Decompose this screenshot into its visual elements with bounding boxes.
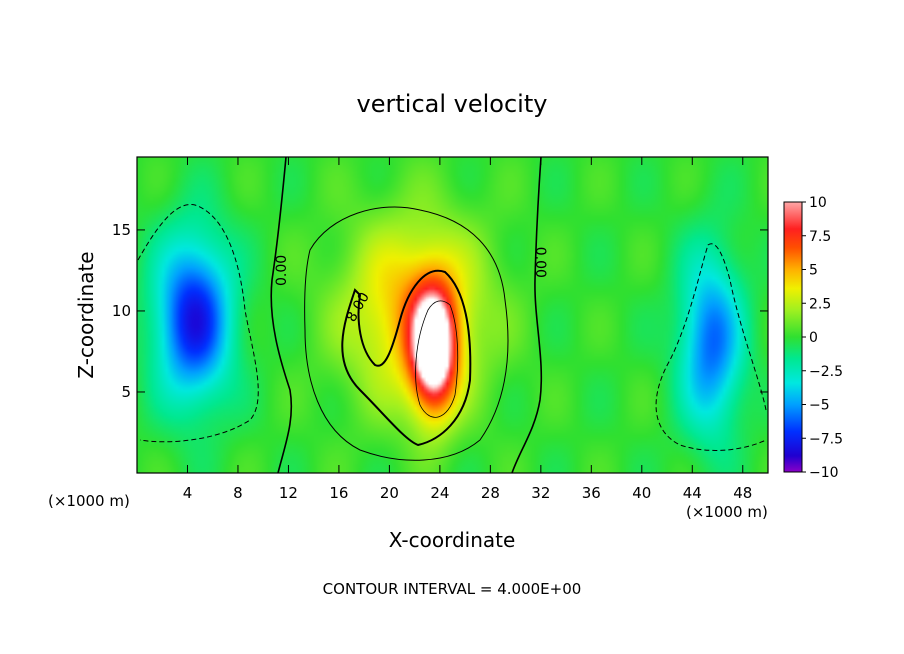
y-axis-label: Z-coordinate: [74, 251, 98, 378]
contour-8-ring: [341, 269, 472, 447]
x-axis-label: X-coordinate: [389, 528, 516, 552]
x-tick-label: 48: [733, 484, 752, 502]
contour-neg-left: [137, 204, 259, 443]
contour-zero-left: [270, 156, 293, 474]
chart-title: vertical velocity: [357, 90, 548, 118]
x-tick-label: 36: [582, 484, 601, 502]
heatmap-field: [137, 157, 768, 473]
x-tick-label: 24: [430, 484, 449, 502]
contour-zero-right: [511, 156, 543, 474]
x-unit-right: (×1000 m): [686, 503, 768, 521]
colorbar-tick-label: 10: [809, 195, 827, 211]
plot-area: 0.008.000.00 4 8 12 16 20 24 28 32 36 40 44 48 5101…: [112, 156, 769, 502]
colorbar-tick-label: −7.5: [809, 431, 843, 447]
plot-frame: [136, 156, 769, 474]
colorbar: 10 7.5 5 2.5 0 −2.5 −5 −7.5 −10: [783, 195, 843, 481]
x-tick-label: 8: [233, 484, 243, 502]
contour-positive-outer: [304, 206, 509, 461]
x-tick-label: 20: [380, 484, 399, 502]
colorbar-ticks: 10 7.5 5 2.5 0 −2.5 −5 −7.5 −10: [802, 195, 843, 481]
x-tick-label: 44: [683, 484, 702, 502]
x-axis-ticks: 4 8 12 16 20 24 28 32 36 40 44 48: [183, 157, 752, 502]
x-tick-label: 28: [481, 484, 500, 502]
contour-label: 0.00: [532, 247, 548, 278]
colorbar-tick-label: 2.5: [809, 296, 831, 312]
colorbar-tick-label: 7.5: [809, 229, 831, 245]
x-tick-label: 12: [279, 484, 298, 502]
x-tick-label: 32: [531, 484, 550, 502]
contour-neg-right: [655, 243, 767, 451]
x-unit-left: (×1000 m): [48, 492, 130, 510]
colorbar-tick-label: −10: [809, 465, 839, 481]
y-tick-label: 15: [112, 221, 131, 239]
contour-white-core: [415, 300, 459, 418]
colorbar-fill: [783, 201, 803, 473]
contour-lines: [137, 156, 767, 474]
y-tick-label: 5: [121, 383, 131, 401]
x-tick-label: 4: [183, 484, 193, 502]
colorbar-tick-label: −5: [809, 398, 830, 414]
colorbar-tick-label: 0: [809, 330, 818, 346]
x-tick-label: 16: [329, 484, 348, 502]
y-tick-label: 10: [112, 302, 131, 320]
contour-label: 0.00: [274, 255, 290, 286]
colorbar-tick-label: 5: [809, 263, 818, 279]
contour-interval-note: CONTOUR INTERVAL = 4.000E+00: [323, 580, 582, 598]
x-tick-label: 40: [632, 484, 651, 502]
y-axis-ticks: 5 10 15: [112, 221, 768, 401]
colorbar-tick-label: −2.5: [809, 364, 843, 380]
